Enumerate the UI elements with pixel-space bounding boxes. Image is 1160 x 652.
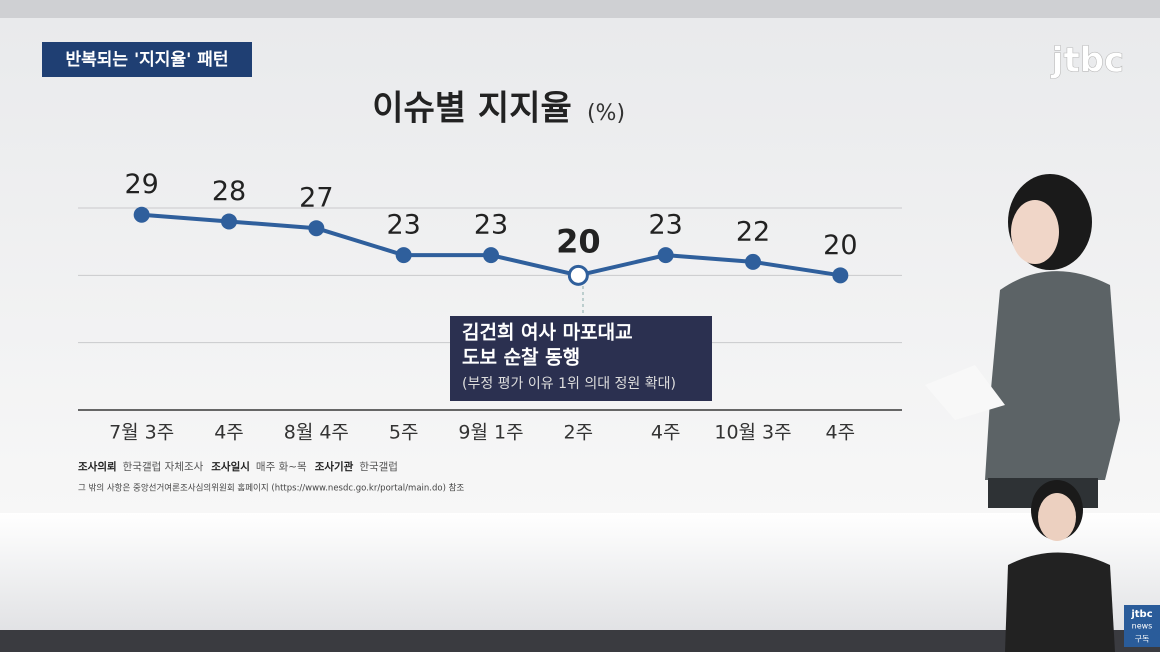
data-point [395, 247, 412, 264]
data-label: 23 [648, 210, 682, 241]
annotation-line: 김건희 여사 마포대교 [462, 322, 633, 344]
data-point [832, 267, 849, 284]
tag: 반복되는 '지지율' 패턴 [65, 50, 228, 70]
data-point [221, 213, 237, 230]
floor-edge [0, 630, 1160, 652]
source-key: 조사기관 [315, 460, 354, 473]
interpreter-face [1038, 493, 1076, 541]
badge [1124, 605, 1160, 647]
badge-logo: jtbc [1130, 609, 1152, 620]
x-tick-label: 2주 [564, 422, 594, 444]
source-key: 조사의뢰 [78, 460, 117, 473]
x-tick-label: 4주 [651, 422, 681, 444]
tag-box [42, 42, 252, 77]
x-tick-label: 7월 3주 [109, 422, 174, 444]
x-tick-label: 8월 4주 [284, 422, 349, 444]
data-label: 28 [212, 176, 246, 207]
presenter-face [1011, 200, 1059, 264]
x-tick-label: 5주 [389, 422, 419, 444]
data-point [483, 247, 499, 264]
data-label: 27 [299, 183, 333, 214]
data-label: 23 [386, 210, 420, 241]
unit: (%) [587, 101, 625, 126]
badge-news: news [1132, 622, 1153, 631]
source-value: 한국갤럽 자체조사 [123, 460, 204, 473]
interpreter-body [1005, 552, 1115, 652]
x-tick-label: 9월 1주 [458, 422, 523, 444]
source-value: 매주 화~목 [256, 461, 307, 473]
x-tick-label: 4주 [826, 422, 856, 444]
data-point [308, 220, 325, 237]
source-key: 조사일시 [211, 460, 250, 473]
data-label: 23 [474, 210, 508, 241]
data-label: 29 [124, 169, 158, 200]
sign-interpreter [1005, 480, 1115, 652]
annotation-note: (부정 평가 이유 1위 의대 정원 확대) [462, 376, 676, 392]
badge-subscribe: 구독 [1135, 635, 1150, 644]
data-label: 20 [823, 230, 857, 261]
data-point [133, 206, 150, 223]
logo: jtbc [1050, 41, 1124, 81]
x-tick-label: 4주 [214, 422, 244, 444]
data-point [567, 264, 589, 286]
annotation-line: 도보 순찰 동행 [462, 347, 580, 369]
paper [925, 365, 1005, 420]
x-tick-label: 10월 3주 [714, 422, 791, 444]
data-point [657, 247, 674, 264]
chart-title: 이슈별 지지율 [372, 89, 572, 129]
floor [0, 513, 1160, 652]
data-label: 22 [736, 216, 770, 247]
annotation-box [450, 316, 712, 401]
annotation: 김건희 여사 마포대교 도보 순찰 동행 (부정 평가 이유 1위 의대 정원 … [450, 286, 712, 401]
data-point [745, 253, 761, 270]
source: 조사의뢰 한국갤럽 자체조사 조사일시 매주 화~목 조사기관 한국갤럽 [78, 460, 398, 473]
source-value: 한국갤럽 [359, 460, 398, 473]
presenter-suit [985, 271, 1120, 480]
data-label: 20 [556, 222, 601, 260]
footnote: 그 밖의 사항은 중앙선거여론조사심의위원회 홈페이지 (https://www… [78, 483, 464, 494]
